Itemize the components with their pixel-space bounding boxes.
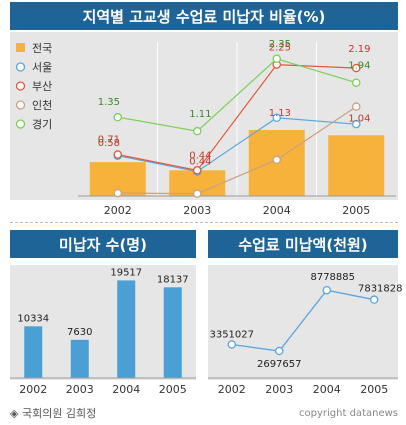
chart1-tick-label: 2004 [263, 204, 291, 217]
source-note: ◈ 국회의원 김희정 [10, 407, 97, 420]
chart1-legend-label: 서울 [32, 61, 52, 74]
chart2-data-label: 19517 [110, 267, 142, 278]
chart1-data-label: 1.13 [269, 108, 291, 119]
chart1-point [113, 188, 123, 198]
copyright-note: copyright datanews [299, 408, 398, 419]
chart1-data-label: 2.25 [269, 43, 291, 54]
chart1-point [113, 112, 123, 122]
chart1-legend-marker [15, 62, 26, 72]
chart1-data-label: 2.19 [348, 44, 370, 55]
chart1-point [272, 54, 281, 64]
chart2-bar [24, 326, 43, 378]
chart2-data-label: 7630 [67, 327, 92, 338]
chart3-tick-label: 2002 [218, 383, 246, 396]
chart1-legend-swatch [16, 43, 25, 52]
chart2-data-label: 18137 [157, 274, 189, 285]
chart2-bar [70, 339, 89, 378]
chart1-point [351, 63, 361, 73]
chart1-point [351, 102, 361, 111]
chart1-point [192, 126, 202, 136]
section-divider [10, 222, 398, 223]
chart2-bar [163, 287, 182, 378]
chart3-tick-label: 2005 [360, 383, 388, 396]
chart1-point [351, 78, 361, 87]
chart1-tick-label: 2003 [183, 204, 211, 217]
chart1-point [272, 113, 281, 122]
chart1-data-label: 0.71 [98, 135, 120, 146]
chart1-series-line [117, 117, 357, 173]
chart1-point [351, 119, 361, 129]
chart3-series-line [231, 289, 375, 352]
chart1-series-line [117, 63, 357, 171]
chart3-data-label: 8778885 [310, 272, 355, 283]
chart2-data-label: 10334 [17, 313, 49, 324]
chart1-title: 지역별 고교생 수업료 미납자 비율(%) [10, 2, 398, 30]
chart1-legend-marker [15, 119, 26, 129]
chart1-point [113, 150, 123, 159]
chart1-point [192, 166, 202, 175]
chart1-tick-label: 2002 [104, 204, 132, 217]
chart1-legend-marker [15, 81, 26, 91]
chart1-series-line [117, 58, 357, 132]
chart1-legend-marker [15, 100, 26, 110]
chart1-legend-label: 부산 [32, 80, 52, 93]
chart2-tick-label: 2004 [112, 383, 140, 396]
chart1-bar [328, 135, 385, 196]
chart3-data-label: 2697657 [257, 359, 302, 370]
chart1-point [272, 155, 281, 165]
chart1-data-label: 1.11 [189, 109, 211, 120]
chart1-legend-label: 경기 [32, 118, 52, 131]
chart2-tick-label: 2002 [19, 383, 47, 396]
chart3-point [227, 340, 236, 349]
chart3-tick-label: 2004 [313, 383, 341, 396]
chart1-legend-label: 인천 [32, 98, 52, 112]
chart3-point [369, 295, 379, 304]
chart3-data-label: 3351027 [209, 329, 254, 340]
chart2-tick-label: 2003 [66, 383, 94, 396]
chart2-tick-label: 2005 [159, 383, 187, 396]
chart1-data-label: 0.44 [189, 150, 211, 161]
chart1-data-label: 2.35 [269, 39, 291, 50]
chart2-bar [117, 280, 136, 378]
chart3-panel [208, 265, 398, 380]
chart1-data-label: 0.58 [98, 138, 120, 149]
chart1-data-label: 1.94 [348, 61, 370, 72]
chart1-legend-label: 전국 [32, 42, 52, 55]
chart1-data-label: 0.44 [189, 156, 211, 167]
chart3-point [274, 346, 284, 356]
chart1-series-line [117, 106, 357, 195]
chart1-point [192, 189, 202, 198]
chart3-tick-label: 2003 [265, 383, 293, 396]
chart3-title: 수업료 미납액(천원) [208, 230, 398, 258]
chart1-tick-label: 2005 [342, 204, 370, 217]
chart1-data-label: 1.35 [98, 97, 120, 108]
chart2-title: 미납자 수(명) [10, 230, 196, 258]
chart1-data-label: 1.04 [348, 113, 370, 124]
chart3-point [322, 285, 331, 295]
chart3-data-label: 7831828 [358, 284, 403, 295]
